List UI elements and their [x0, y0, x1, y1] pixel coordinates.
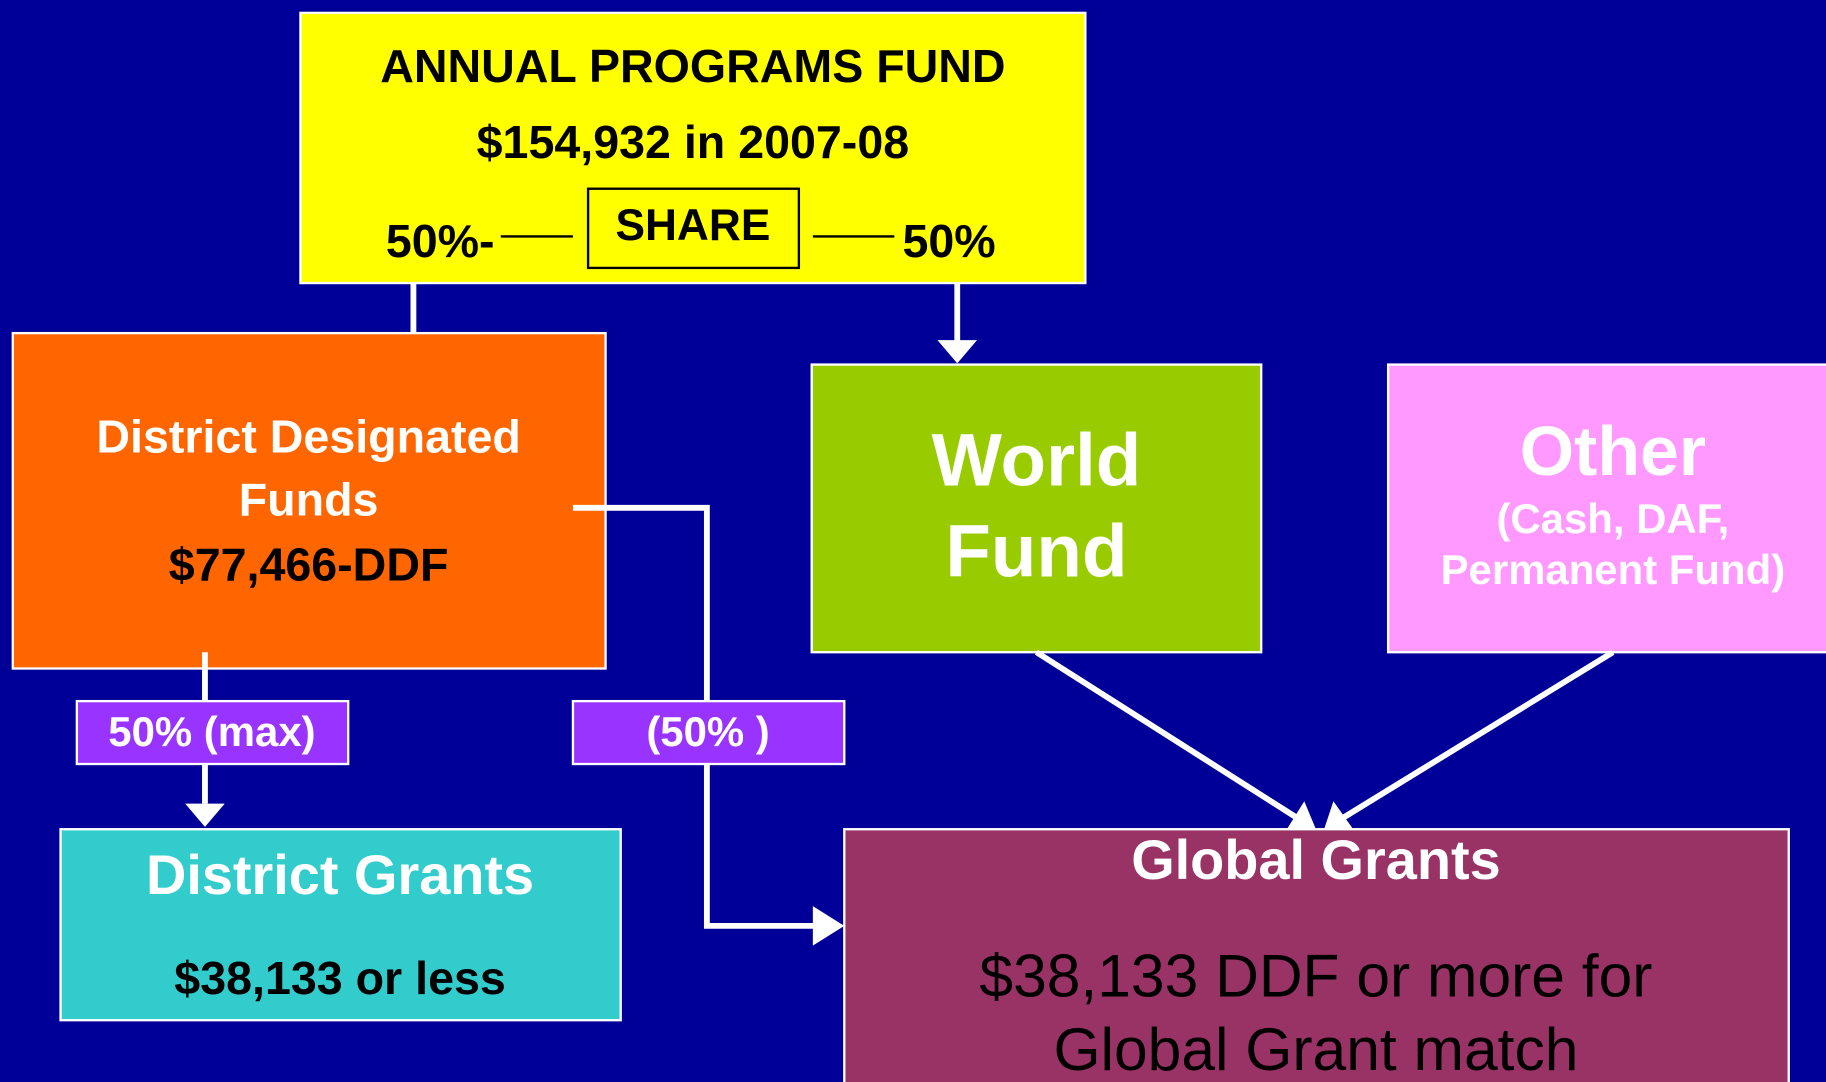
right-share: 50%	[902, 215, 995, 267]
ddf-label: District Designated	[96, 411, 520, 463]
global-grants-box	[843, 828, 1790, 1082]
world-fund-label: World	[932, 419, 1142, 502]
global-grants-text: Global Grant match	[1053, 1015, 1578, 1082]
arrow	[1340, 649, 1615, 822]
district-grants-amount: $38,133 or less	[174, 952, 505, 1004]
other-title: Other	[1520, 412, 1706, 490]
arrow-head	[812, 906, 845, 946]
share-label: SHARE	[615, 201, 770, 250]
global-grants-title: Global Grants	[1131, 828, 1500, 891]
split-label-box	[75, 699, 350, 766]
annual-title: ANNUAL PROGRAMS FUND	[380, 40, 1005, 92]
district-grants-box	[59, 828, 622, 1022]
ddf-label: Funds	[239, 473, 379, 525]
world-fund-box	[810, 363, 1263, 654]
share-box	[586, 187, 801, 270]
arrow-head	[937, 340, 978, 364]
arrow	[1034, 649, 1301, 822]
ddf-amount: $77,466-DDF	[169, 539, 449, 591]
arrow-head	[185, 803, 225, 827]
arrow-head	[1324, 801, 1354, 830]
split-label: 50% (max)	[108, 708, 315, 755]
arrow-head	[1286, 801, 1316, 830]
annual-fund-box	[299, 11, 1087, 285]
split-label-box	[571, 699, 846, 766]
left-share: 50%-	[386, 215, 495, 267]
annual-amount: $154,932 in 2007-08	[477, 116, 910, 168]
other-label: (Cash, DAF,	[1496, 495, 1729, 542]
split-label: (50% )	[646, 708, 769, 755]
district-grants-title: District Grants	[146, 843, 534, 906]
world-fund-label: Fund	[945, 509, 1127, 592]
global-grants-text: $38,133 DDF or more for	[979, 942, 1652, 1010]
ddf-box	[11, 331, 607, 670]
other-label: Permanent Fund)	[1441, 546, 1786, 593]
